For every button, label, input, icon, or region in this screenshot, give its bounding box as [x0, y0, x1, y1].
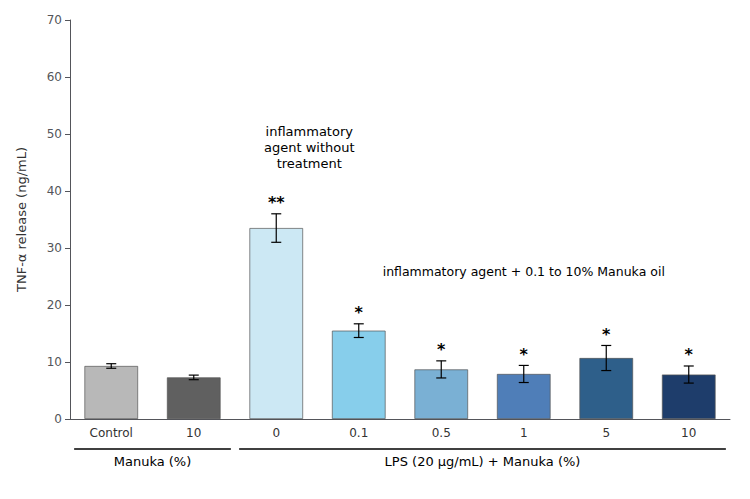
svg-text:10: 10: [47, 355, 62, 369]
svg-text:20: 20: [47, 298, 62, 312]
svg-text:Control: Control: [90, 426, 133, 440]
svg-text:*: *: [437, 340, 446, 359]
svg-text:10: 10: [681, 426, 696, 440]
svg-text:**: **: [268, 193, 285, 212]
svg-text:50: 50: [47, 127, 62, 141]
svg-text:60: 60: [47, 70, 62, 84]
svg-text:40: 40: [47, 184, 62, 198]
svg-text:LPS (20 μg/mL) + Manuka (%): LPS (20 μg/mL) + Manuka (%): [385, 454, 581, 469]
svg-text:30: 30: [47, 241, 62, 255]
svg-text:1: 1: [520, 426, 528, 440]
svg-text:0.1: 0.1: [349, 426, 368, 440]
svg-text:inflammatory: inflammatory: [266, 124, 354, 139]
svg-text:5: 5: [602, 426, 610, 440]
svg-text:0: 0: [272, 426, 280, 440]
svg-text:treatment: treatment: [277, 156, 342, 171]
svg-text:inflammatory agent + 0.1 to 10: inflammatory agent + 0.1 to 10% Manuka o…: [383, 264, 665, 279]
svg-text:TNF-α release (ng/mL): TNF-α release (ng/mL): [14, 147, 29, 293]
svg-text:10: 10: [186, 426, 201, 440]
svg-text:*: *: [685, 345, 694, 364]
svg-text:0: 0: [54, 412, 62, 426]
svg-text:*: *: [520, 345, 529, 364]
svg-text:Manuka (%): Manuka (%): [114, 454, 192, 469]
svg-text:*: *: [355, 303, 364, 322]
svg-text:agent without: agent without: [264, 140, 355, 155]
svg-text:0.5: 0.5: [432, 426, 451, 440]
svg-text:*: *: [602, 325, 611, 344]
svg-text:70: 70: [47, 13, 62, 27]
